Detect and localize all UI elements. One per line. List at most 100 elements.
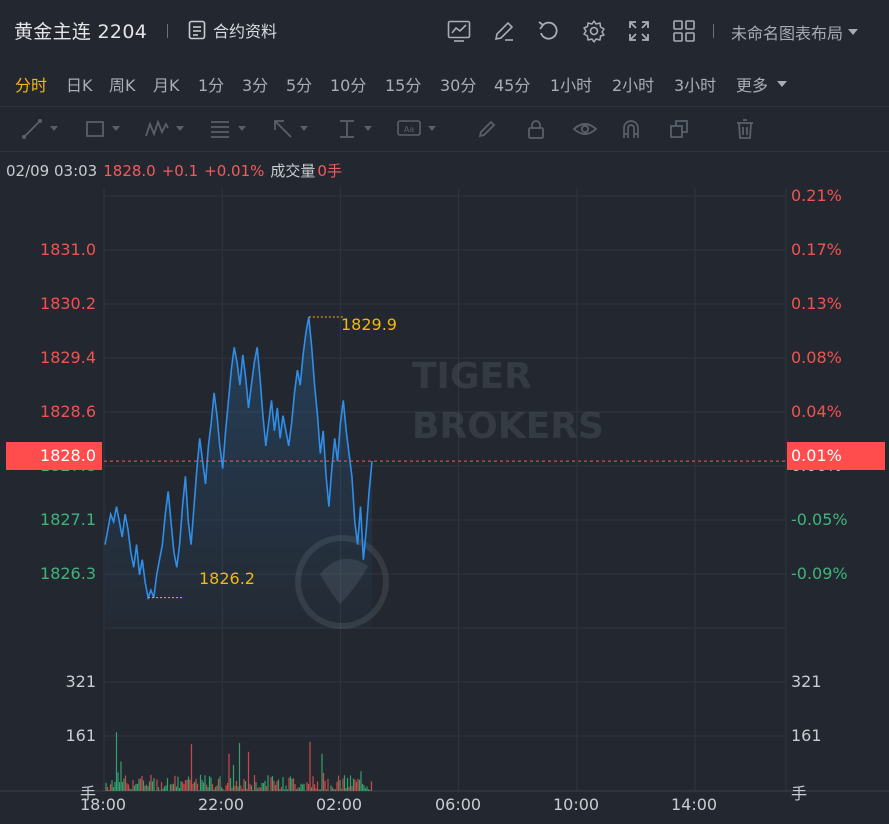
high-label: 1829.9: [341, 315, 397, 334]
document-icon: [188, 20, 206, 40]
pencil-icon: [478, 120, 496, 138]
volume-bars: [105, 732, 373, 791]
undo-icon[interactable]: [534, 16, 564, 46]
period-tab[interactable]: 3分: [242, 76, 269, 95]
watermark-line1: TIGER: [412, 356, 532, 397]
contract-info-button[interactable]: 合约资料: [188, 18, 277, 42]
quote-change-pct: +0.01%: [204, 162, 265, 180]
time-tick: 10:00: [553, 795, 600, 814]
period-tab[interactable]: 30分: [440, 76, 477, 95]
top-bar: 黄金主连 2204 合约资料 未命名图表布局: [0, 0, 889, 60]
extreme-markers: [148, 316, 343, 599]
layout-label: 未命名图表布局: [731, 24, 844, 43]
rectangle-tool[interactable]: [84, 117, 120, 141]
chart-settings-icon[interactable]: [444, 16, 474, 46]
chart-grid: [0, 188, 889, 792]
time-tick: 22:00: [198, 795, 245, 814]
pct-tick: 0.21%: [791, 186, 842, 205]
more-label: 更多: [736, 76, 769, 95]
lock-tool[interactable]: [525, 117, 547, 141]
period-tab[interactable]: 15分: [385, 76, 422, 95]
svg-text:Aa: Aa: [404, 125, 414, 134]
price-tick: 1831.0: [40, 240, 96, 259]
volume-tick: 321: [791, 672, 822, 691]
watermark-line2: BROKERS: [412, 406, 604, 447]
period-tab[interactable]: 月K: [153, 76, 180, 95]
fullscreen-icon[interactable]: [624, 16, 654, 46]
measure-icon: [340, 120, 354, 138]
price-area: [105, 317, 372, 628]
drawing-toolbar: Aa: [0, 106, 889, 152]
pct-tick: -0.05%: [791, 510, 848, 529]
pct-tick: 0.17%: [791, 240, 842, 259]
price-line: [104, 316, 373, 601]
grid-layout-icon[interactable]: [669, 16, 699, 46]
volume-label: 成交量: [270, 162, 316, 180]
lock-icon: [528, 120, 544, 139]
current-pct-tag: 0.01%: [787, 442, 885, 470]
period-tab[interactable]: 10分: [330, 76, 367, 95]
eye-icon: [572, 123, 598, 135]
text-label-icon: Aa: [397, 120, 421, 136]
pct-tick: 0.08%: [791, 348, 842, 367]
measure-tool[interactable]: [336, 117, 372, 141]
period-bar: 分时 日K 周K 月K 1分 3分 5分 10分 15分 30分 45分 1小时…: [0, 62, 889, 104]
time-tick: 02:00: [316, 795, 363, 814]
layout-selector[interactable]: 未命名图表布局: [731, 20, 859, 44]
divider: [713, 24, 714, 38]
zigzag-icon: [145, 119, 169, 137]
arrow-tool[interactable]: [272, 117, 308, 141]
pct-tick: 0.04%: [791, 402, 842, 421]
quote-info: 02/09 03:03 1828.0 +0.1 +0.01% 成交量 0手: [6, 160, 348, 181]
volume-tick: 161: [791, 726, 822, 745]
period-tab[interactable]: 1小时: [550, 76, 593, 95]
time-tick: 06:00: [435, 795, 482, 814]
layers-icon: [670, 120, 688, 138]
period-tab[interactable]: 2小时: [612, 76, 655, 95]
arrow-icon: [274, 120, 292, 138]
price-tick: 1830.2: [40, 294, 96, 313]
visibility-tool[interactable]: [572, 117, 598, 141]
fibonacci-icon: [211, 121, 229, 138]
fib-tool[interactable]: [208, 117, 246, 141]
layers-tool[interactable]: [668, 117, 690, 141]
quote-time: 02/09 03:03: [6, 162, 98, 180]
gear-icon[interactable]: [579, 16, 609, 46]
period-tab[interactable]: 1分: [198, 76, 225, 95]
trend-line-tool[interactable]: [20, 117, 58, 141]
volume-tick: 161: [65, 726, 96, 745]
intraday-chart[interactable]: TIGER BROKERS: [0, 188, 889, 818]
rectangle-icon: [86, 121, 104, 137]
pct-tick: 0.13%: [791, 294, 842, 313]
low-label: 1826.2: [199, 569, 255, 588]
trash-icon: [737, 119, 753, 139]
caret-down-icon: [848, 29, 859, 35]
magnet-icon: [623, 120, 639, 138]
price-tick: 1829.4: [40, 348, 96, 367]
price-tick: 1828.6: [40, 402, 96, 421]
contract-info-label: 合约资料: [213, 22, 278, 41]
brush-tool[interactable]: [476, 117, 498, 141]
trend-line-icon: [22, 119, 42, 139]
magnet-tool[interactable]: [620, 117, 642, 141]
edit-icon[interactable]: [489, 16, 519, 46]
current-price-tag: 1828.0: [6, 442, 102, 470]
price-tick: 1827.1: [40, 510, 96, 529]
period-tab[interactable]: 分时: [15, 76, 48, 95]
delete-tool[interactable]: [734, 117, 756, 141]
quote-change: +0.1: [161, 162, 199, 180]
pattern-tool[interactable]: [144, 117, 184, 141]
divider: [167, 24, 168, 38]
period-tab[interactable]: 日K: [66, 76, 93, 95]
period-tab[interactable]: 45分: [494, 76, 531, 95]
period-tab[interactable]: 5分: [286, 76, 313, 95]
price-tick: 1826.3: [40, 564, 96, 583]
symbol-title[interactable]: 黄金主连 2204: [14, 21, 148, 43]
text-tool[interactable]: Aa: [396, 117, 436, 141]
period-tab[interactable]: 周K: [109, 76, 136, 95]
period-tab[interactable]: 3小时: [674, 76, 717, 95]
volume-tick: 321: [65, 672, 96, 691]
caret-down-icon: [777, 81, 788, 87]
pct-tick: -0.09%: [791, 564, 848, 583]
more-periods-button[interactable]: 更多: [736, 72, 788, 96]
